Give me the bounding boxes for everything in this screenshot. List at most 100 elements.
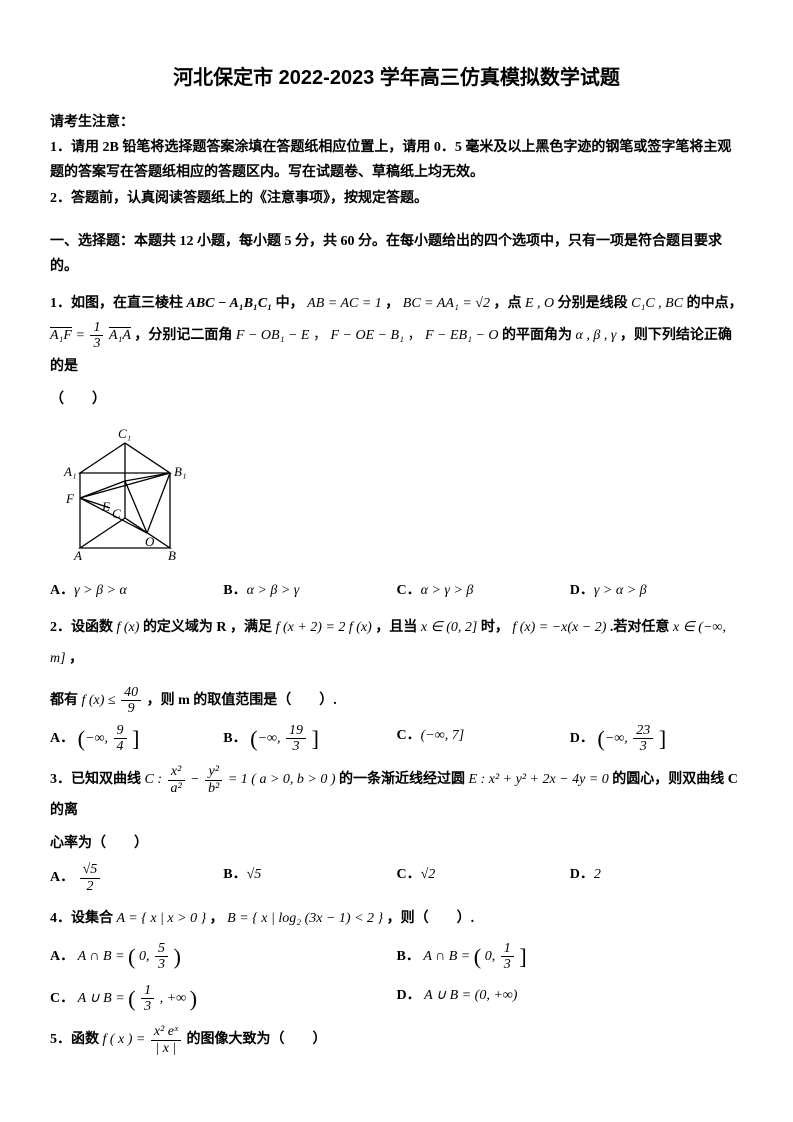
q1-eq1: AB = AC = 1 xyxy=(307,296,382,311)
question-3: 3．已知双曲线 C : x²a² − y²b² = 1 ( a > 0, b >… xyxy=(50,764,743,827)
svg-label-F: F xyxy=(65,491,75,506)
svg-label-A1: A₁ xyxy=(63,464,76,479)
den: a² xyxy=(168,781,185,796)
q4-setB: B = { x | log₂ (3x − 1) < 2 } xyxy=(227,911,383,926)
q5-fx: f ( x ) = xyxy=(103,1032,146,1047)
notice-line-1: 1．请用 2B 铅笔将选择题答案涂填在答题纸相应位置上，请用 0．5 毫米及以上… xyxy=(50,135,743,185)
option-label: C． xyxy=(50,991,74,1006)
q4-option-a: A． A ∩ B = ( 0, 53 ) xyxy=(50,941,397,973)
interval-open: 0, xyxy=(485,949,496,964)
q1-blank: （ ） xyxy=(50,387,743,412)
q5-den: | x | xyxy=(151,1041,181,1056)
section-1-title: 一、选择题：本题共 12 小题，每小题 5 分，共 60 分。在每小题给出的四个… xyxy=(50,229,743,279)
den: 3 xyxy=(155,957,168,972)
question-5: 5．函数 f ( x ) = x² eˣ | x | 的图像大致为（ ） xyxy=(50,1024,743,1056)
q3a-frac: √52 xyxy=(80,862,101,894)
q3-text-2: 心率为（ ） xyxy=(50,831,743,856)
q4-option-c: C． A ∪ B = ( 13 , +∞ ) xyxy=(50,983,397,1015)
num: y² xyxy=(205,764,222,780)
svg-label-C: C xyxy=(112,506,121,521)
q1-vector-rhs: A₁A xyxy=(109,328,131,343)
q2-text: 2．设函数 xyxy=(50,620,117,635)
q2-text: ， xyxy=(69,651,83,666)
q3-option-a: A． √52 xyxy=(50,862,223,894)
q2b-frac: 193 xyxy=(286,723,306,755)
q3-text: 3．已知双曲线 xyxy=(50,772,145,787)
q3-frac1: x²a² xyxy=(168,764,185,796)
den: 3 xyxy=(633,739,653,754)
question-2: 2．设函数 f (x) 的定义域为 R ，满足 f (x + 2) = 2 f … xyxy=(50,613,743,675)
minus: − xyxy=(190,772,203,787)
q1-text: 分别是线段 xyxy=(558,296,632,311)
svg-label-E: E xyxy=(101,499,110,514)
q4-text: 4．设集合 xyxy=(50,911,117,926)
den: b² xyxy=(205,781,222,796)
q1-prefix: 1．如图，在直三棱柱 xyxy=(50,296,187,311)
q3-C: C : xyxy=(145,772,163,787)
q4-text: ，则（ ）. xyxy=(387,911,475,926)
option-label: C． xyxy=(397,867,421,882)
svg-label-C1: C₁ xyxy=(118,426,131,441)
option-label: D． xyxy=(570,867,594,882)
q3-opt-d-text: 2 xyxy=(594,867,601,882)
interval-open: −∞, xyxy=(85,731,108,746)
q4-setA: A = { x | x > 0 } xyxy=(117,911,207,926)
q1-opt-d-text: γ > α > β xyxy=(594,583,647,598)
q1-equals: = xyxy=(75,328,88,343)
q1-dihedral-1: F − OB₁ − E xyxy=(236,328,310,343)
q4b-frac: 13 xyxy=(501,941,514,973)
q1-text: 的中点， xyxy=(687,296,743,311)
q3-option-c: C．√2 xyxy=(397,862,570,894)
notice-line-2: 2．答题前，认真阅读答题纸上的《注意事项》，按规定答题。 xyxy=(50,186,743,211)
q3-options: A． √52 B．√5 C．√2 D．2 xyxy=(50,862,743,894)
q5-text: 的图像大致为（ ） xyxy=(186,1032,326,1047)
q2a-frac: 94 xyxy=(114,723,127,755)
option-label: D． xyxy=(570,583,594,598)
option-label: C． xyxy=(397,728,421,743)
q1-fraction: 1 3 xyxy=(90,320,103,352)
q1-points: E , O xyxy=(525,296,554,311)
option-label: B． xyxy=(223,731,246,746)
q2-ineq-l: f (x) ≤ xyxy=(82,693,116,708)
option-label: A． xyxy=(50,731,74,746)
q1-option-b: B．α > β > γ xyxy=(223,578,396,603)
option-label: D． xyxy=(570,731,594,746)
q2-option-b: B． (−∞, 193 ] xyxy=(223,723,396,755)
q2-text: ，且当 xyxy=(375,620,421,635)
q1-segments: C₁C , BC xyxy=(631,296,683,311)
q4c-frac: 13 xyxy=(141,983,154,1015)
svg-label-A: A xyxy=(73,548,82,563)
q2-eq1: f (x + 2) = 2 f (x) xyxy=(276,620,372,635)
q1-text: 的平面角为 xyxy=(502,328,576,343)
interval-close: , +∞ xyxy=(160,991,186,1006)
q1-eq2: BC = AA₁ = √2 xyxy=(403,296,490,311)
paren-open: ( xyxy=(597,725,604,750)
q4-option-d: D． A ∪ B = (0, +∞) xyxy=(397,983,744,1015)
option-label: C． xyxy=(397,583,421,598)
option-label: D． xyxy=(397,988,421,1003)
q3-circle: E : x² + y² + 2x − 4y = 0 xyxy=(469,772,609,787)
q4-options-row2: C． A ∪ B = ( 13 , +∞ ) D． A ∪ B = (0, +∞… xyxy=(50,983,743,1015)
q2-eq2: f (x) = −x(x − 2) xyxy=(512,620,606,635)
num: √5 xyxy=(80,862,101,878)
q3-frac2: y²b² xyxy=(205,764,222,796)
question-2-line2: 都有 f (x) ≤ 40 9 ，则 m 的取值范围是（ ）. xyxy=(50,685,743,717)
den: 2 xyxy=(80,879,101,894)
q2-text: 都有 xyxy=(50,693,82,708)
q1-option-c: C．α > γ > β xyxy=(397,578,570,603)
q2d-frac: 233 xyxy=(633,723,653,755)
page-title: 河北保定市 2022-2023 学年高三仿真模拟数学试题 xyxy=(50,60,743,96)
prism-diagram: A B C A₁ B₁ C₁ F E O xyxy=(50,418,210,568)
q4-text: ， xyxy=(210,911,224,926)
q2-fx: f (x) xyxy=(117,620,140,635)
q3-eq: = 1 ( a > 0, b > 0 ) xyxy=(228,772,336,787)
num: 19 xyxy=(286,723,306,739)
q1-comma: ， xyxy=(313,328,327,343)
q2-text: 的定义域为 R ，满足 xyxy=(143,620,276,635)
q2-option-d: D． (−∞, 233 ] xyxy=(570,723,743,755)
q4-options-row1: A． A ∩ B = ( 0, 53 ) B． A ∩ B = ( 0, 13 … xyxy=(50,941,743,973)
den: 3 xyxy=(286,739,306,754)
q1-comma: ， xyxy=(385,296,399,311)
svg-label-B1: B₁ xyxy=(174,464,186,479)
option-label: A． xyxy=(50,583,74,598)
